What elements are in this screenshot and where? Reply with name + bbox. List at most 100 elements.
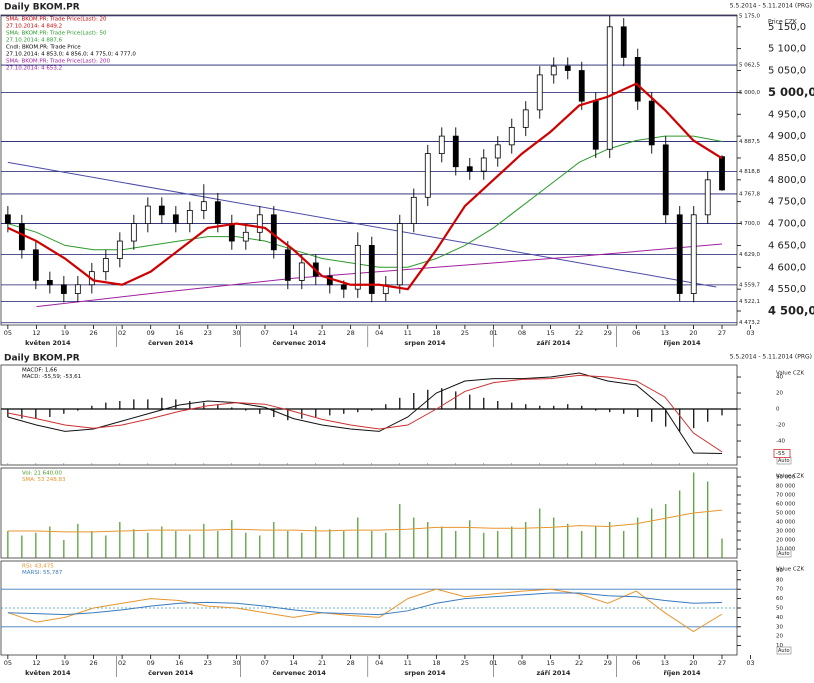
legend-entry: SMA: BKOM.PR: Trade Price(Last): 200: [6, 59, 111, 65]
bar: [203, 523, 205, 558]
y-tick-label: 10: [776, 643, 783, 649]
x-tick-label: 22: [575, 659, 583, 667]
bar: [623, 531, 625, 558]
candle-body: [116, 240, 123, 259]
candle-body: [102, 258, 109, 273]
y-tick-label: 60: [776, 596, 783, 602]
bar: [455, 391, 457, 409]
bar: [399, 504, 401, 558]
x-tick-label: 25: [461, 659, 469, 667]
y-tick-label: 4 900,0: [768, 131, 806, 142]
bar: [7, 409, 9, 417]
bar: [441, 388, 443, 409]
bar: [609, 409, 611, 413]
level-label-bg: [738, 12, 766, 20]
x-tick-label: 07: [261, 329, 269, 337]
bar: [637, 517, 639, 558]
y-tick-label: 40 000: [776, 520, 796, 526]
bar: [525, 522, 527, 558]
x-tick-label: 30: [232, 659, 240, 667]
candle-body: [18, 223, 25, 251]
level-label-bg: [738, 220, 766, 228]
last-value-box: [773, 449, 791, 458]
last-value-label: -55: [776, 451, 785, 457]
bar: [679, 409, 681, 432]
bar: [385, 532, 387, 558]
bar: [707, 409, 709, 422]
bar: [77, 409, 79, 411]
candle-body: [536, 74, 543, 111]
bar: [357, 409, 359, 413]
bar: [427, 389, 429, 409]
candle-body: [4, 214, 11, 224]
x-tick-label: 02: [118, 329, 126, 337]
x-tick-label: 14: [289, 329, 297, 337]
bar: [35, 532, 37, 558]
axis-unit: Price CZK: [768, 19, 798, 26]
plot-frame: [0, 14, 738, 326]
series-line: [7, 135, 723, 268]
mode-label: Auto: [778, 551, 790, 557]
candle-body: [354, 245, 361, 290]
level-label-bg: [738, 168, 766, 176]
bar: [553, 517, 555, 558]
bar: [273, 409, 275, 417]
level-label: 5 000,0: [739, 90, 760, 96]
bar: [483, 397, 485, 409]
x-tick-label: 08: [518, 329, 526, 337]
bar: [203, 402, 205, 409]
y-tick-label: 80 000: [776, 484, 796, 490]
level-label: 5 175,0: [739, 13, 760, 19]
bar: [329, 529, 331, 558]
candle-body: [662, 144, 669, 216]
x-tick-label: 07: [261, 659, 269, 667]
y-tick-label: 20 000: [776, 538, 796, 544]
bar: [483, 532, 485, 558]
y-tick-label: 70 000: [776, 493, 796, 499]
month-label: červenec 2014: [273, 339, 327, 347]
x-tick-label: 16: [175, 329, 183, 337]
candle-body: [326, 275, 333, 286]
candle-body: [32, 249, 39, 281]
series-line: [7, 509, 723, 533]
bar: [301, 532, 303, 558]
y-tick-label: 4 550,0: [768, 284, 806, 295]
bar: [679, 490, 681, 558]
x-tick-label: 20: [689, 329, 697, 337]
candle-body: [242, 231, 249, 242]
x-tick-label: 13: [661, 329, 669, 337]
level-label: 4 767,8: [739, 191, 760, 197]
bar: [329, 409, 331, 416]
bar: [441, 526, 443, 558]
bar: [49, 526, 51, 558]
axis-unit: Value CZK: [776, 567, 804, 573]
candle-body: [564, 65, 571, 71]
y-tick-label: 5 000,0: [768, 85, 814, 99]
candle-body: [578, 70, 585, 102]
month-label: srpen 2014: [404, 669, 446, 677]
month-label: říjen 2014: [663, 669, 701, 677]
bar: [63, 540, 65, 558]
y-tick-label: 10 000: [776, 547, 796, 553]
bar: [553, 405, 555, 409]
candle-body: [172, 214, 179, 224]
candle-body: [200, 201, 207, 211]
x-tick-label: 05: [4, 659, 12, 667]
legend-entry: Cndl: BKOM.PR: Trade Price: [6, 45, 81, 51]
candle-body: [424, 153, 431, 198]
candle-body: [550, 65, 557, 76]
series-line: [7, 372, 723, 454]
legend-entry: MACD: -55,59; -53,61: [22, 374, 81, 380]
legend-entry: 27.10.2014: 4 653,2: [6, 66, 62, 72]
bar: [105, 535, 107, 558]
bar: [413, 517, 415, 558]
x-tick-label: 06: [632, 329, 640, 337]
bar: [119, 401, 121, 409]
mode-label: Auto: [778, 458, 790, 464]
bar: [147, 399, 149, 409]
y-tick-label: 40: [776, 615, 783, 621]
bar: [413, 393, 415, 409]
y-tick-label: 30: [776, 624, 783, 630]
